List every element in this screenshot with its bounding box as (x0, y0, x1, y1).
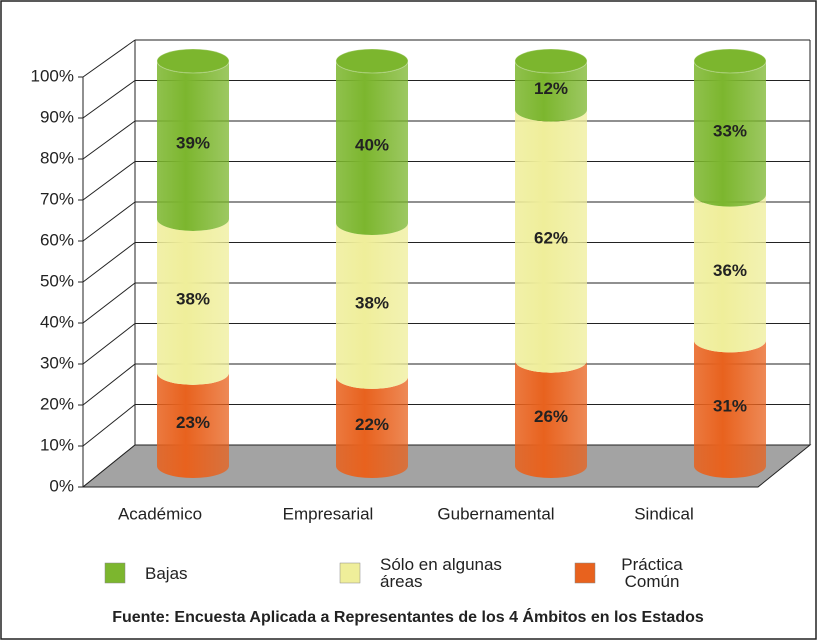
data-label: 38% (355, 293, 389, 312)
y-tick-label: 40% (40, 312, 74, 331)
cylinder-segment (336, 61, 408, 235)
data-label: 26% (534, 407, 568, 426)
grid-line-side (82, 201, 136, 242)
grid-line-side (82, 282, 136, 324)
y-tick-label: 50% (40, 271, 74, 290)
cylinder-segment (515, 109, 587, 373)
legend-item: Sólo en algunas áreas (380, 555, 502, 591)
y-tick-label: 30% (40, 353, 74, 372)
data-label: 31% (713, 397, 747, 416)
x-tick-label: Empresarial (283, 504, 374, 523)
x-tick-label: Académico (118, 504, 202, 523)
grid-line-side (82, 323, 136, 365)
cylinder-cap (693, 48, 767, 74)
legend-label: Práctica Común (621, 555, 683, 591)
grid-line-side (82, 404, 136, 447)
y-tick-label: 10% (40, 435, 74, 454)
grid-line-side (82, 242, 136, 283)
cylinder-cap (156, 48, 230, 74)
floor (81, 444, 812, 488)
grid-line-side (82, 363, 136, 406)
cylinder-segment (157, 61, 229, 231)
cylinder-cap (514, 48, 588, 74)
cylinder-segment (336, 376, 408, 478)
data-label: 40% (355, 135, 389, 154)
legend-swatch (104, 562, 126, 584)
y-tick-label: 100% (31, 66, 74, 85)
data-label: 39% (176, 133, 210, 152)
x-tick-label: Gubernamental (437, 504, 554, 523)
y-tick-label: 70% (40, 189, 74, 208)
y-tick-label: 0% (49, 476, 74, 495)
legend-label: Bajas (145, 563, 188, 583)
cylinder-segment (694, 194, 766, 353)
grid-line-side (82, 39, 136, 78)
data-label: 36% (713, 261, 747, 280)
x-tick-label: Sindical (634, 504, 694, 523)
cylinder-segment (157, 372, 229, 478)
source: Fuente: Encuesta Aplicada a Representant… (112, 607, 704, 626)
y-tick-label: 90% (40, 107, 74, 126)
legend-item: Práctica Común (621, 555, 683, 591)
legend-label: Sólo en algunas áreas (380, 555, 502, 591)
data-label: 62% (534, 229, 568, 248)
y-tick-label: 80% (40, 148, 74, 167)
cylinder-segment (157, 218, 229, 385)
bars: 23% 38% 39% 22% 38% 40% 26% 62% 12% 31% 36% 33% (156, 48, 767, 478)
cylinder-segment (336, 223, 408, 389)
data-label: 23% (176, 413, 210, 432)
grid-line-side (82, 80, 136, 119)
y-tick-label: 60% (40, 230, 74, 249)
grid-line-side (82, 120, 136, 160)
legend-item: Bajas (145, 563, 188, 583)
y-tick-label: 20% (40, 394, 74, 413)
legend-swatch (339, 562, 361, 584)
cylinder-segment (515, 61, 587, 122)
grid-line-side (82, 161, 136, 201)
data-label: 12% (534, 79, 568, 98)
cylinder-segment (515, 360, 587, 478)
legend-swatch (574, 562, 596, 584)
cylinder-cap (335, 48, 409, 74)
data-label: 22% (355, 415, 389, 434)
data-label: 38% (176, 289, 210, 308)
cylinder-segment (694, 340, 766, 478)
data-label: 33% (713, 121, 747, 140)
cylinder-segment (694, 61, 766, 207)
